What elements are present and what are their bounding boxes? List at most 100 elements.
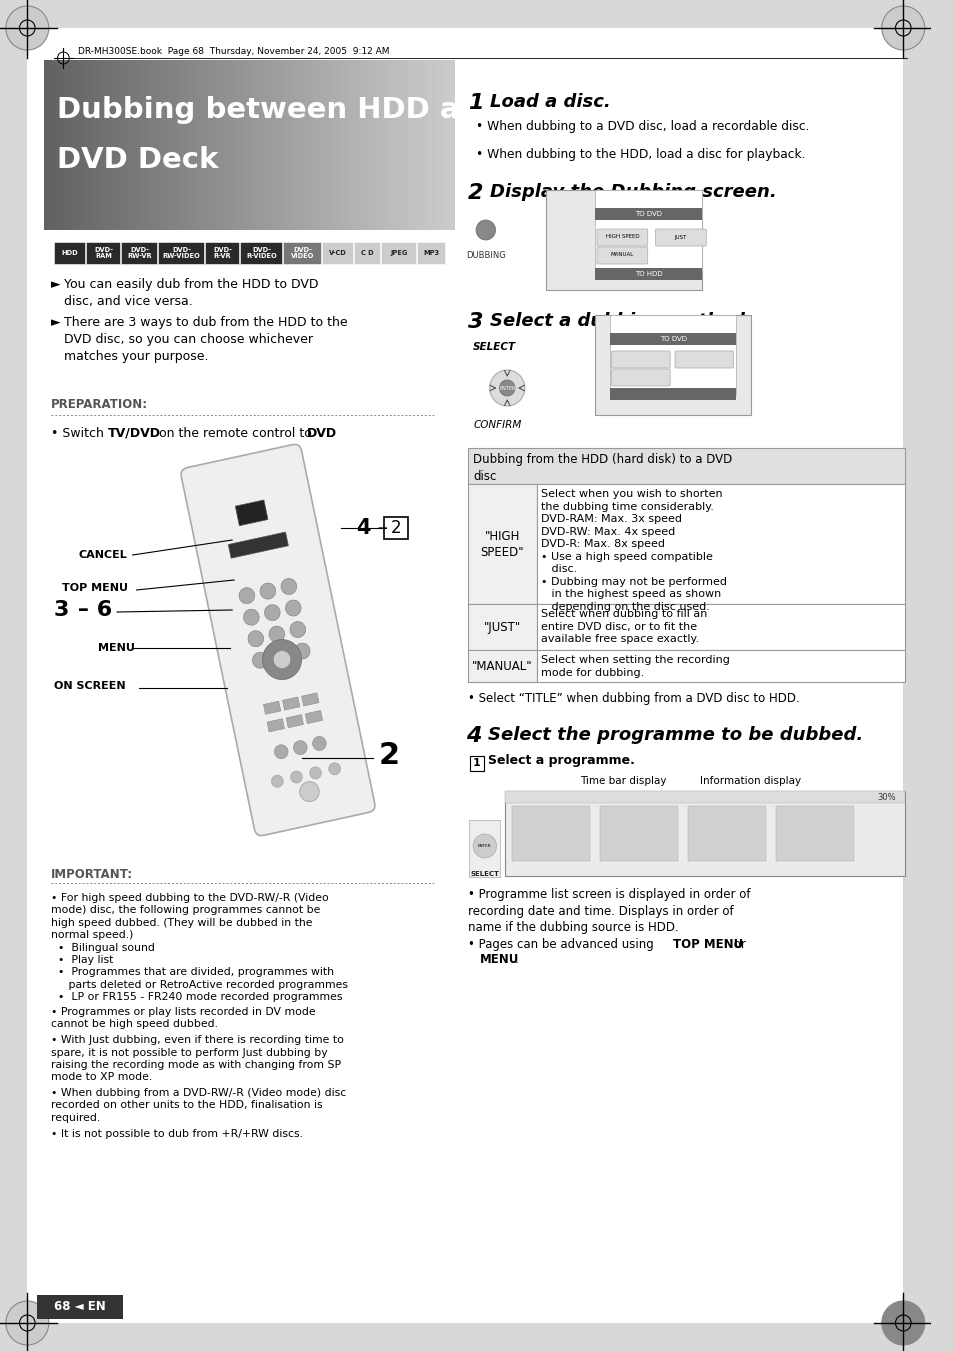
Bar bbox=[325, 59, 329, 230]
Bar bbox=[123, 59, 127, 230]
Text: 3: 3 bbox=[53, 600, 69, 620]
Bar bbox=[687, 807, 765, 861]
Bar bbox=[338, 59, 342, 230]
Circle shape bbox=[239, 588, 254, 604]
Text: • Select “TITLE” when dubbing from a DVD disc to HDD.: • Select “TITLE” when dubbing from a DVD… bbox=[468, 692, 800, 705]
Bar bbox=[76, 59, 80, 230]
Bar bbox=[193, 59, 197, 230]
Bar bbox=[167, 59, 171, 230]
Bar bbox=[379, 59, 383, 230]
Text: DVD Deck: DVD Deck bbox=[56, 146, 218, 174]
Text: Select when dubbing to fill an
entire DVD disc, or to fit the
available free spa: Select when dubbing to fill an entire DV… bbox=[540, 609, 707, 644]
Bar bbox=[74, 59, 77, 230]
Bar bbox=[129, 59, 132, 230]
Text: SELECT: SELECT bbox=[473, 342, 516, 353]
Bar bbox=[347, 59, 351, 230]
Bar bbox=[54, 59, 58, 230]
Text: Display the Dubbing screen.: Display the Dubbing screen. bbox=[489, 182, 776, 201]
Bar bbox=[253, 59, 257, 230]
Bar bbox=[164, 59, 168, 230]
Bar bbox=[153, 59, 156, 230]
Bar bbox=[290, 59, 294, 230]
Bar bbox=[331, 59, 335, 230]
Bar bbox=[363, 59, 367, 230]
Text: • When dubbing to a DVD disc, load a recordable disc.: • When dubbing to a DVD disc, load a rec… bbox=[476, 120, 809, 132]
Text: PREPARATION:: PREPARATION: bbox=[51, 399, 148, 411]
Text: JUST: JUST bbox=[674, 235, 686, 239]
FancyBboxPatch shape bbox=[611, 369, 669, 386]
Text: Dubbing between HDD and: Dubbing between HDD and bbox=[56, 96, 500, 124]
Bar bbox=[50, 59, 53, 230]
Text: There are 3 ways to dub from the HDD to the
DVD disc, so you can choose whicheve: There are 3 ways to dub from the HDD to … bbox=[64, 316, 348, 363]
Text: You can easily dub from the HDD to DVD
disc, and vice versa.: You can easily dub from the HDD to DVD d… bbox=[64, 278, 318, 308]
Bar bbox=[388, 59, 392, 230]
Bar bbox=[205, 242, 239, 263]
Text: TO DVD: TO DVD bbox=[659, 336, 686, 342]
Bar bbox=[595, 315, 750, 415]
Bar bbox=[227, 59, 231, 230]
Bar bbox=[344, 59, 348, 230]
FancyBboxPatch shape bbox=[384, 517, 407, 539]
Text: CONFIRM: CONFIRM bbox=[473, 420, 521, 430]
Circle shape bbox=[269, 626, 284, 642]
Bar bbox=[151, 59, 154, 230]
Text: HIGH SPEED: HIGH SPEED bbox=[605, 235, 639, 239]
Bar bbox=[180, 59, 184, 230]
Circle shape bbox=[6, 1301, 49, 1346]
Bar bbox=[199, 59, 203, 230]
Bar bbox=[174, 59, 178, 230]
Text: MANUAL: MANUAL bbox=[610, 253, 634, 258]
Bar bbox=[448, 59, 452, 230]
Bar bbox=[233, 59, 235, 230]
Bar bbox=[186, 59, 190, 230]
Bar bbox=[267, 719, 284, 732]
Text: JPEG: JPEG bbox=[390, 250, 407, 255]
Bar bbox=[161, 59, 165, 230]
Bar bbox=[53, 242, 85, 263]
Bar bbox=[407, 59, 411, 230]
Bar bbox=[142, 59, 146, 230]
Text: "HIGH
SPEED": "HIGH SPEED" bbox=[480, 530, 523, 558]
Bar bbox=[303, 59, 307, 230]
Bar bbox=[357, 59, 361, 230]
Bar bbox=[240, 59, 244, 230]
Bar bbox=[609, 315, 736, 394]
Bar bbox=[246, 59, 250, 230]
Bar bbox=[281, 59, 285, 230]
Text: Information display: Information display bbox=[700, 775, 801, 786]
Bar bbox=[353, 59, 355, 230]
Bar bbox=[104, 59, 108, 230]
Bar bbox=[775, 807, 853, 861]
Text: C D: C D bbox=[361, 250, 374, 255]
Bar bbox=[305, 711, 322, 724]
Text: Time bar display: Time bar display bbox=[579, 775, 666, 786]
Bar bbox=[306, 59, 310, 230]
Bar bbox=[172, 59, 175, 230]
Circle shape bbox=[473, 834, 496, 858]
Bar bbox=[283, 242, 320, 263]
Bar bbox=[314, 59, 317, 230]
Bar bbox=[436, 59, 440, 230]
Bar bbox=[88, 59, 91, 230]
Bar bbox=[322, 59, 326, 230]
Circle shape bbox=[881, 5, 923, 50]
Bar bbox=[95, 59, 99, 230]
Circle shape bbox=[274, 647, 289, 663]
Bar bbox=[110, 59, 113, 230]
Bar bbox=[595, 208, 701, 220]
Bar bbox=[423, 59, 427, 230]
Text: or: or bbox=[729, 938, 744, 951]
Bar bbox=[393, 59, 396, 230]
Bar bbox=[354, 242, 380, 263]
Bar bbox=[133, 59, 137, 230]
Bar bbox=[416, 242, 444, 263]
Bar bbox=[374, 59, 377, 230]
Text: DR-MH300SE.book  Page 68  Thursday, November 24, 2005  9:12 AM: DR-MH300SE.book Page 68 Thursday, Novemb… bbox=[78, 47, 389, 57]
Bar bbox=[205, 59, 209, 230]
Circle shape bbox=[299, 782, 319, 801]
Bar bbox=[432, 59, 435, 230]
Bar bbox=[117, 59, 121, 230]
Text: • When dubbing from a DVD-RW/-R (Video mode) disc
recorded on other units to the: • When dubbing from a DVD-RW/-R (Video m… bbox=[51, 1088, 346, 1123]
Bar bbox=[192, 59, 195, 230]
Text: Select a programme.: Select a programme. bbox=[487, 754, 634, 767]
